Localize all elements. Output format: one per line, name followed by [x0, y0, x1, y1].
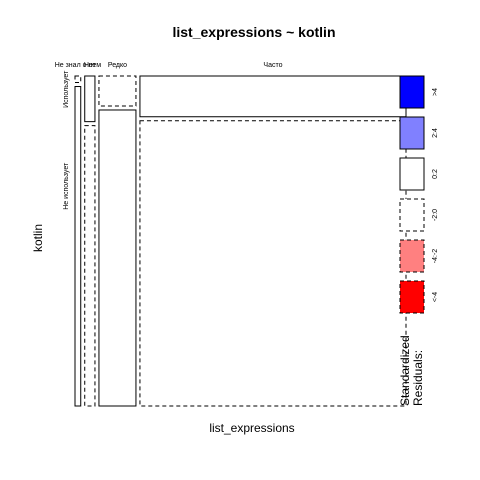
legend-label: 0:2 [432, 169, 439, 179]
mosaic-cell-часто-использует [139, 75, 407, 118]
legend-swatch [399, 116, 425, 150]
legend-label: >4 [432, 88, 439, 96]
mosaic-cell-часто-не-использует [139, 120, 407, 407]
mosaic-cell-редко-использует [98, 75, 137, 107]
x-category-label: Не знал о нем [55, 62, 101, 69]
legend-label: 2:4 [432, 128, 439, 138]
legend-title: Standardized [398, 335, 412, 406]
y-axis-label: kotlin [31, 224, 45, 252]
residuals-legend: >4 2:4 0:2 -2:0 -4:-2 <-4 Standardized Residual… [398, 75, 439, 406]
y-category-labels: Использует Не использует [63, 70, 70, 210]
legend-swatch [399, 198, 425, 232]
mosaic-cell-не-знал-о-нем-не-использует [74, 86, 82, 407]
legend-label: -2:0 [432, 209, 439, 221]
mosaic-cell-нет-не-использует [84, 125, 96, 407]
x-category-label: Нет [84, 62, 97, 69]
chart-title: list_expressions ~ kotlin [172, 24, 335, 40]
mosaic-cells [74, 75, 407, 407]
legend-swatch [399, 75, 425, 109]
mosaic-cell-нет-использует [84, 75, 96, 123]
y-category-label: Использует [63, 70, 70, 108]
y-category-label: Не использует [63, 162, 70, 210]
legend-title: Residuals: [411, 350, 425, 406]
x-category-label: Часто [263, 62, 282, 69]
mosaic-cell-не-знал-о-нем-использует [74, 75, 82, 84]
legend-swatch [399, 157, 425, 191]
legend-swatch [399, 239, 425, 273]
x-axis-label: list_expressions [209, 421, 294, 435]
legend-label: -4:-2 [432, 249, 439, 264]
legend-swatch [399, 280, 425, 314]
legend-label: <-4 [432, 292, 439, 302]
mosaic-cell-редко-не-использует [98, 109, 137, 407]
x-category-label: Редко [108, 62, 127, 69]
